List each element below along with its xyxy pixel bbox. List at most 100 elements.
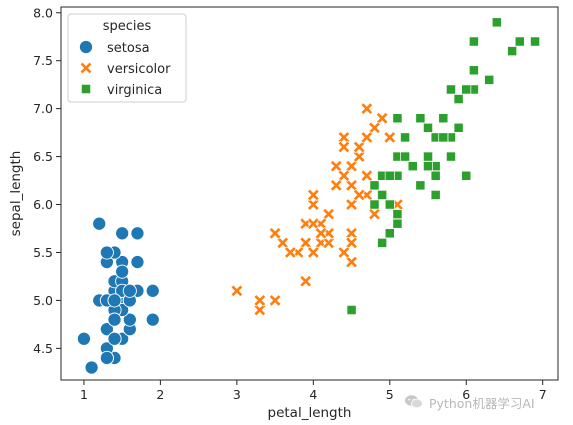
legend-label: setosa	[107, 41, 150, 56]
virginica-point	[346, 305, 357, 315]
versicolor-point	[360, 169, 374, 182]
y-tick-label: 4.5	[33, 341, 53, 356]
versicolor-point	[299, 275, 312, 288]
y-axis: 4.5 5.0 5.5 6.0 6.5 7.0 7.5 8.0	[33, 5, 61, 356]
versicolor-point	[307, 188, 320, 202]
versicolor-point	[345, 255, 358, 269]
virginica-point	[392, 113, 403, 124]
setosa-point	[122, 283, 137, 298]
virginica-point	[377, 237, 388, 248]
virginica-point	[461, 170, 472, 181]
virginica-point	[384, 228, 395, 239]
virginica-point	[514, 36, 525, 47]
y-tick-label: 7.0	[33, 101, 53, 116]
y-axis-label: sepal_length	[8, 151, 24, 237]
legend-item-versicolor: versicolor	[79, 61, 171, 77]
points-layer	[76, 17, 541, 375]
virginica-point	[453, 122, 464, 133]
virginica-point	[453, 94, 464, 105]
x-axis: 1 2 3 4 5 6 7	[80, 380, 547, 402]
versicolor-point	[345, 236, 358, 250]
virginica-point	[400, 151, 411, 162]
versicolor-point	[322, 207, 335, 221]
versicolor-point	[268, 227, 282, 240]
versicolor-point	[368, 121, 381, 135]
x-axis-label: petal_length	[268, 405, 352, 421]
setosa-point	[107, 293, 122, 308]
virginica-point	[377, 189, 388, 200]
y-tick-label: 8.0	[33, 5, 53, 20]
virginica-point	[430, 189, 441, 200]
legend-label: versicolor	[107, 62, 171, 77]
virginica-point	[446, 151, 456, 162]
virginica-point	[369, 199, 380, 210]
setosa-point	[115, 264, 130, 279]
setosa-point	[76, 331, 91, 346]
setosa-point	[99, 245, 114, 260]
setosa-point	[115, 226, 130, 241]
setosa-point	[145, 283, 160, 298]
virginica-point	[423, 151, 433, 162]
versicolor-point	[230, 284, 244, 298]
versicolor-point	[337, 140, 351, 154]
versicolor-point	[352, 188, 366, 202]
legend-marker-setosa	[78, 39, 94, 55]
setosa-point	[92, 216, 107, 231]
legend-item-setosa: setosa	[78, 39, 150, 56]
virginica-point	[461, 84, 472, 95]
versicolor-point	[307, 246, 320, 259]
virginica-point	[446, 84, 456, 95]
legend: species setosa versicolor virginica	[67, 13, 187, 103]
legend-items: setosa versicolor virginica	[78, 39, 171, 98]
versicolor-point	[360, 131, 374, 144]
x-tick-label: 3	[233, 387, 241, 402]
virginica-point	[400, 132, 411, 143]
virginica-point	[507, 46, 518, 57]
x-tick-label: 1	[80, 387, 88, 402]
legend-label: virginica	[107, 83, 162, 98]
versicolor-point	[337, 169, 351, 182]
setosa-point	[107, 331, 122, 346]
plot-frame	[60, 6, 559, 381]
virginica-point	[392, 218, 403, 229]
versicolor-point	[268, 294, 282, 307]
legend-item-virginica: virginica	[81, 83, 162, 98]
watermark: Python机器学习AI	[404, 390, 568, 414]
x-tick-label: 4	[309, 387, 317, 402]
setosa-point	[99, 350, 114, 365]
versicolor-point	[337, 246, 351, 259]
versicolor-point	[314, 227, 328, 240]
virginica-point	[438, 132, 449, 143]
virginica-point	[430, 170, 441, 181]
setosa-point	[107, 312, 122, 327]
versicolor-point	[284, 246, 297, 259]
virginica-point	[415, 180, 426, 191]
virginica-point	[384, 170, 395, 181]
virginica-point	[384, 199, 395, 210]
setosa-point	[130, 255, 145, 270]
setosa-point	[99, 322, 114, 337]
virginica-point	[438, 113, 449, 124]
setosa-point	[84, 360, 99, 375]
virginica-point	[392, 209, 403, 220]
legend-title: species	[103, 19, 152, 34]
legend-marker-versicolor	[79, 61, 93, 75]
x-tick-label: 2	[156, 387, 164, 402]
virginica-point	[407, 161, 418, 172]
versicolor-point	[253, 294, 267, 307]
virginica-point	[415, 113, 426, 124]
virginica-point	[423, 161, 433, 172]
setosa-point	[122, 312, 137, 327]
versicolor-point	[375, 112, 389, 125]
y-tick-label: 5.5	[33, 245, 53, 260]
watermark-text: Python机器学习AI	[429, 395, 535, 411]
setosa-point	[145, 312, 160, 327]
virginica-point	[423, 122, 433, 133]
virginica-point	[484, 74, 495, 85]
virginica-point	[491, 17, 502, 28]
x-tick-label: 5	[386, 387, 394, 402]
legend-box	[67, 13, 187, 103]
versicolor-point	[330, 179, 343, 192]
wechat-icon	[405, 395, 423, 409]
